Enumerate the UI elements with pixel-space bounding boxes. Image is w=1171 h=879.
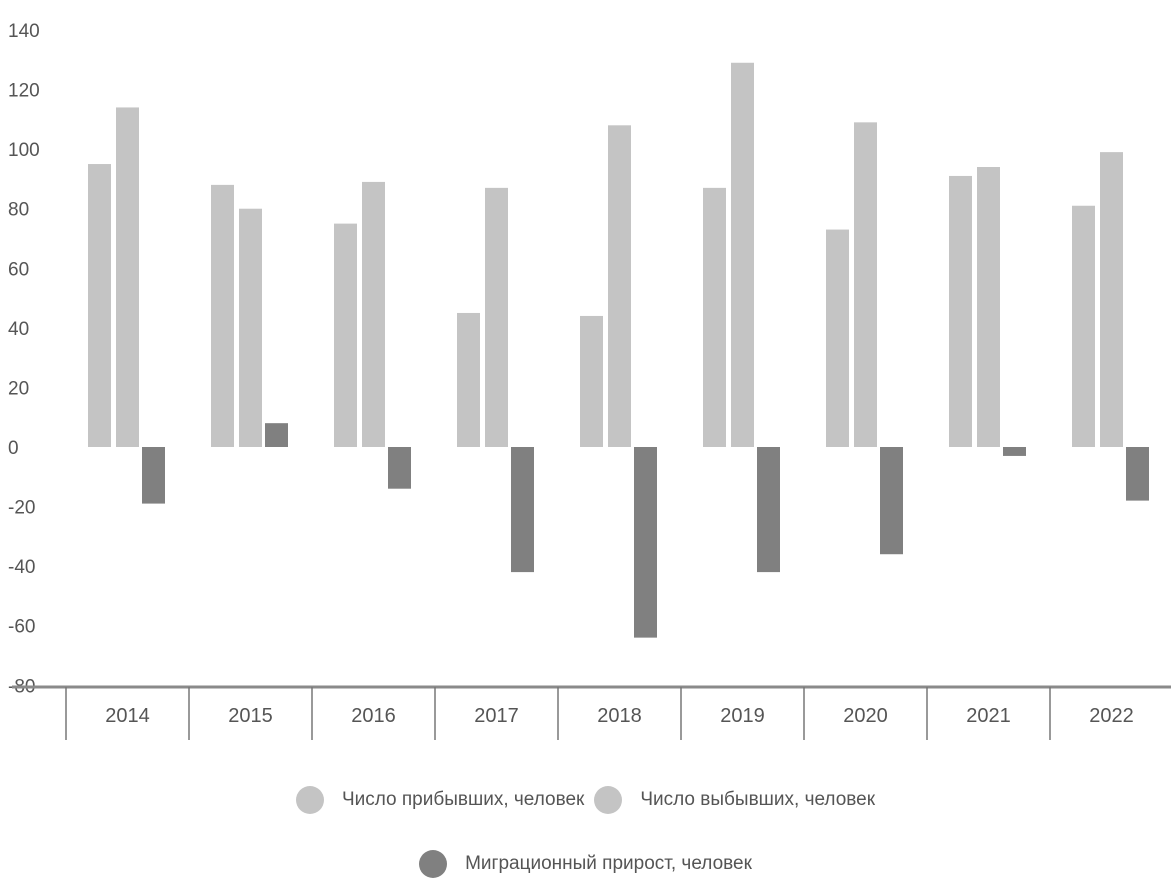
y-tick-label: -20 <box>8 498 35 519</box>
x-tick-label: 2014 <box>105 705 150 727</box>
y-tick-label: 140 <box>8 21 40 42</box>
bar-arrivals-2022 <box>1072 205 1095 447</box>
bar-migration-2021 <box>1003 447 1026 456</box>
legend-row-1: Число прибывших, человек Число выбывших,… <box>0 786 1171 814</box>
y-tick-label: -60 <box>8 617 35 638</box>
x-axis: 2014 2015 2016 2017 2018 2019 2020 2021 2022 <box>12 685 1171 740</box>
legend-label: Число выбывших, человек <box>640 789 876 810</box>
legend-swatch-icon <box>419 850 448 878</box>
bar-migration-2016 <box>388 447 411 489</box>
bar-migration-2019 <box>757 447 780 573</box>
bar-departures-2015 <box>239 208 262 447</box>
bar-arrivals-2018 <box>580 315 603 447</box>
bar-departures-2021 <box>977 167 1000 447</box>
x-tick-label: 2019 <box>720 705 765 727</box>
y-tick-label: 80 <box>8 200 29 221</box>
bar-departures-2022 <box>1100 152 1123 447</box>
bar-departures-2014 <box>116 107 139 447</box>
bar-arrivals-2019 <box>703 187 726 447</box>
y-tick-label: 0 <box>8 438 19 459</box>
legend-item-migration: Миграционный прирост, человек <box>419 850 752 878</box>
x-tick-label: 2018 <box>597 705 642 727</box>
legend-item-departures: Число выбывших, человек <box>594 786 875 814</box>
legend-row-2: Миграционный прирост, человек <box>0 850 1171 878</box>
y-tick-label: 100 <box>8 140 40 161</box>
bar-departures-2018 <box>608 125 631 448</box>
legend-item-arrivals: Число прибывших, человек <box>295 786 585 814</box>
y-tick-label: 60 <box>8 259 29 280</box>
bar-arrivals-2020 <box>826 229 849 447</box>
x-tick-label: 2022 <box>1089 705 1134 727</box>
x-tick-label: 2017 <box>474 705 519 727</box>
bar-migration-2014 <box>142 447 165 504</box>
bar-arrivals-2016 <box>334 223 357 447</box>
bar-arrivals-2017 <box>457 312 480 447</box>
bar-arrivals-2015 <box>211 184 234 447</box>
bar-departures-2020 <box>854 122 877 447</box>
bars <box>88 62 1149 638</box>
bar-migration-2020 <box>880 447 903 555</box>
bar-arrivals-2021 <box>949 175 972 447</box>
bar-migration-2017 <box>511 447 534 573</box>
legend-label: Миграционный прирост, человек <box>465 853 752 874</box>
y-tick-label: 20 <box>8 378 29 399</box>
legend-label: Число прибывших, человек <box>341 789 585 810</box>
y-tick-label: 40 <box>8 319 29 340</box>
y-tick-label: -40 <box>8 557 35 578</box>
x-tick-label: 2020 <box>843 705 888 727</box>
x-tick-label: 2021 <box>966 705 1011 727</box>
x-tick-label: 2016 <box>351 705 396 727</box>
legend-swatch-icon <box>295 786 324 814</box>
bar-departures-2017 <box>485 187 508 447</box>
bar-migration-2022 <box>1126 447 1149 501</box>
bar-arrivals-2014 <box>88 164 111 448</box>
y-tick-label: 120 <box>8 81 40 102</box>
x-tick-label: 2015 <box>228 705 273 727</box>
bar-departures-2016 <box>362 181 385 447</box>
bar-migration-2015 <box>265 423 288 447</box>
legend-swatch-icon <box>594 786 623 814</box>
bar-departures-2019 <box>731 62 754 448</box>
bar-migration-2018 <box>634 447 657 638</box>
